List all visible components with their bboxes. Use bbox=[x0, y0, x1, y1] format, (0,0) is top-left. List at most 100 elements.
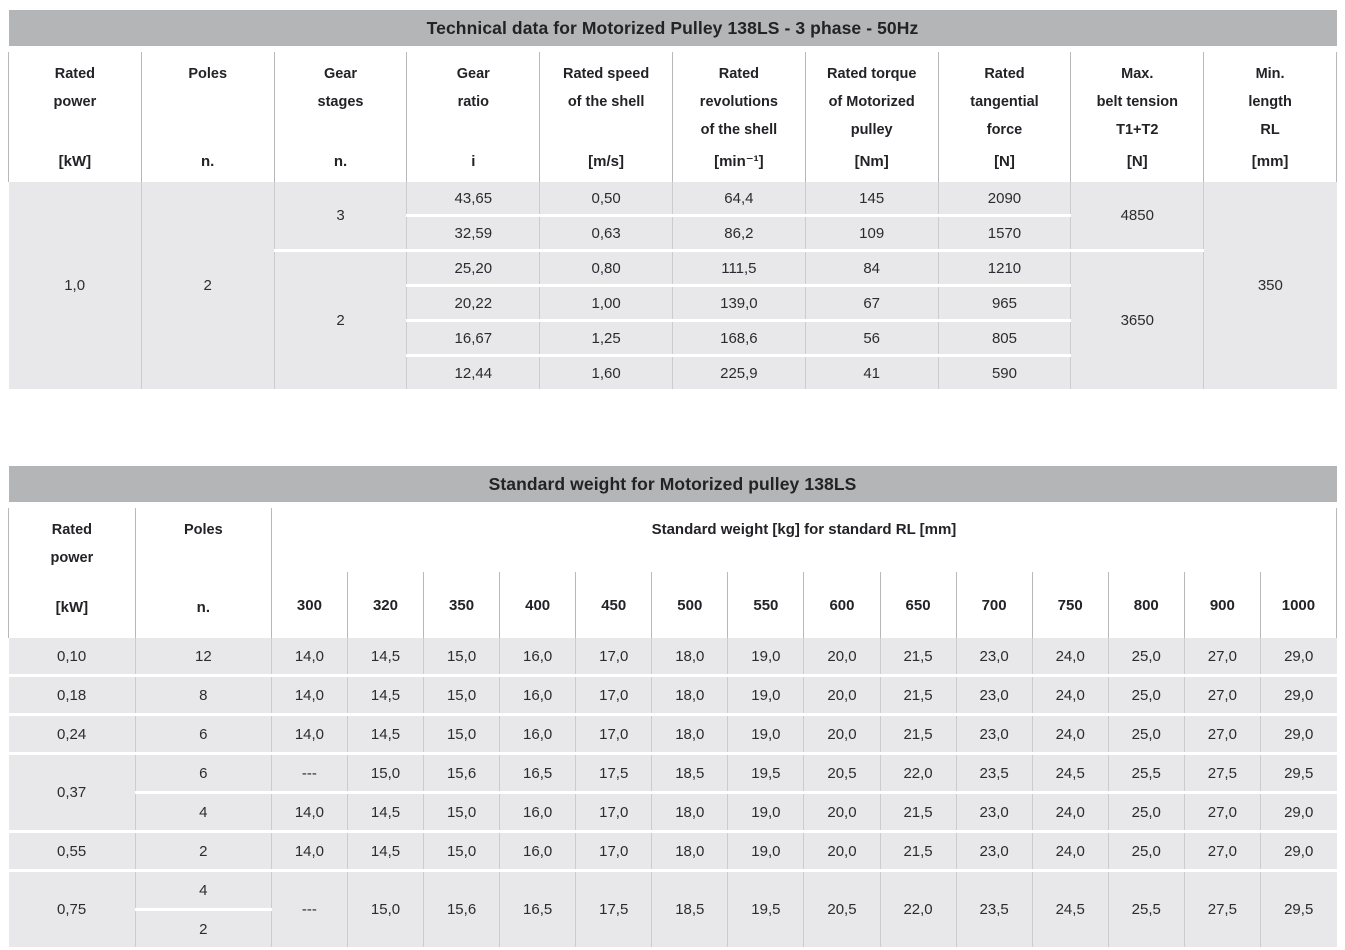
weight-cell: 25,0 bbox=[1107, 675, 1185, 716]
rated-speed-cell: 1,25 bbox=[539, 320, 673, 357]
weight-cell: 19,0 bbox=[727, 714, 804, 755]
weight-cell: 21,5 bbox=[879, 792, 957, 833]
weight-cell: 25,5 bbox=[1107, 753, 1185, 794]
tangential-force-cell: 1210 bbox=[937, 250, 1071, 287]
revolutions-cell: 168,6 bbox=[671, 320, 806, 357]
weight-cell: 17,0 bbox=[575, 831, 652, 872]
column-header-belt-tension: Max. belt tension T1+T2 [N] bbox=[1070, 49, 1204, 182]
weight-cell: 14,0 bbox=[270, 792, 348, 833]
rl-label: 700 bbox=[955, 572, 1032, 638]
column-name: Rated speed of the shell bbox=[562, 66, 650, 110]
rated-power-cell: 0,24 bbox=[8, 714, 136, 755]
poles-cell: 2 bbox=[140, 182, 275, 392]
weight-cell: 14,0 bbox=[270, 714, 348, 755]
gear-ratio-cell: 43,65 bbox=[406, 182, 540, 217]
column-header-tangential-force: Rated tangential force [N] bbox=[937, 49, 1071, 182]
weight-cell: 19,5 bbox=[727, 870, 804, 950]
weight-cell: 29,5 bbox=[1259, 753, 1337, 794]
weight-cell: 29,0 bbox=[1259, 831, 1337, 872]
weight-cell: 27,0 bbox=[1183, 792, 1261, 833]
table-row: 0,75 4 --- 15,0 15,6 16,5 17,5 18,5 19,5… bbox=[8, 870, 1337, 950]
table-row: 0,37 6 --- 15,0 15,6 16,5 17,5 18,5 19,5… bbox=[8, 753, 1337, 833]
column-unit: n. bbox=[333, 153, 348, 170]
column-header-gear-ratio: Gear ratio i bbox=[406, 49, 540, 182]
weight-cell: 17,5 bbox=[575, 870, 652, 950]
table1-header-row: Rated power [kW] Poles n. Gear stages n. Ge… bbox=[8, 49, 1337, 182]
revolutions-cell: 111,5 bbox=[671, 250, 806, 287]
table-row: 12,44 1,60 225,9 41 590 bbox=[9, 355, 1337, 392]
rated-power-cell: 1,0 bbox=[8, 182, 142, 392]
weight-cell: 21,5 bbox=[879, 714, 957, 755]
rl-label: 450 bbox=[575, 572, 651, 638]
weight-cell: 14,0 bbox=[270, 675, 348, 716]
table-row: 32,59 0,63 86,2 109 1570 bbox=[9, 215, 1337, 252]
weight-cell: 29,0 bbox=[1259, 792, 1337, 833]
table-row: 16,67 1,25 168,6 56 805 bbox=[9, 320, 1337, 357]
poles-cell: 2 bbox=[134, 909, 272, 950]
weight-cell: 24,0 bbox=[1031, 714, 1109, 755]
table2-title: Standard weight for Motorized pulley 138… bbox=[8, 466, 1337, 508]
column-unit: [m/s] bbox=[588, 153, 624, 170]
weight-cell: 14,0 bbox=[270, 831, 348, 872]
rl-label: 400 bbox=[499, 572, 575, 638]
weight-cell: 24,5 bbox=[1031, 753, 1109, 794]
torque-cell: 56 bbox=[804, 320, 939, 357]
column-header-min-length: Min. length RL [mm] bbox=[1203, 49, 1337, 182]
weight-cell: 24,0 bbox=[1031, 675, 1109, 716]
poles-cell: 6 bbox=[134, 753, 272, 794]
column-header-rated-power: Rated power [kW] bbox=[8, 505, 136, 638]
column-unit: [kW] bbox=[58, 153, 92, 170]
weight-cell: 22,0 bbox=[879, 870, 957, 950]
weight-cell: 23,0 bbox=[955, 638, 1033, 677]
revolutions-cell: 64,4 bbox=[671, 182, 806, 217]
rated-speed-cell: 1,00 bbox=[539, 285, 673, 322]
weight-cell: 18,0 bbox=[651, 638, 728, 677]
weight-cell: --- bbox=[270, 870, 348, 950]
weight-cell: 25,5 bbox=[1107, 870, 1185, 950]
revolutions-cell: 225,9 bbox=[671, 355, 806, 392]
gear-ratio-cell: 32,59 bbox=[406, 215, 540, 252]
column-name: Rated tangential force bbox=[970, 66, 1039, 138]
weight-cell: 23,0 bbox=[955, 792, 1033, 833]
rl-label: 350 bbox=[423, 572, 499, 638]
group-label: Standard weight [kg] for standard RL [mm… bbox=[651, 521, 957, 538]
rl-label: 800 bbox=[1107, 572, 1184, 638]
weight-cell: 14,5 bbox=[346, 714, 424, 755]
table-row: 2 25,20 0,80 111,5 84 1210 3650 bbox=[9, 250, 1337, 392]
weight-cell: 25,0 bbox=[1107, 714, 1185, 755]
rated-speed-cell: 0,80 bbox=[539, 250, 673, 287]
column-unit: [N] bbox=[1126, 153, 1148, 170]
weight-cell: 24,0 bbox=[1031, 638, 1109, 677]
revolutions-cell: 86,2 bbox=[671, 215, 806, 252]
weight-cell: 14,0 bbox=[270, 638, 348, 677]
weight-cell: 20,0 bbox=[803, 792, 880, 833]
table-row: 0,10 12 14,0 14,5 15,0 16,0 17,0 18,0 19… bbox=[8, 638, 1337, 677]
weight-cell: 20,0 bbox=[803, 675, 880, 716]
column-name: Rated revolutions of the shell bbox=[699, 66, 778, 138]
rated-speed-cell: 0,63 bbox=[539, 215, 673, 252]
weight-cell: 14,5 bbox=[346, 831, 424, 872]
rl-label: 550 bbox=[727, 572, 803, 638]
weight-cell: 29,0 bbox=[1259, 638, 1337, 677]
rated-power-cell: 0,55 bbox=[8, 831, 136, 872]
min-length-cell: 350 bbox=[1203, 182, 1337, 392]
table-row: 20,22 1,00 139,0 67 965 bbox=[9, 285, 1337, 322]
weight-cell: 19,0 bbox=[727, 675, 804, 716]
weight-cell: 27,5 bbox=[1183, 870, 1261, 950]
weight-cell: 15,0 bbox=[423, 675, 500, 716]
table-row: 0,18 8 14,0 14,5 15,0 16,0 17,0 18,0 19,… bbox=[8, 675, 1337, 716]
weight-cell: 16,0 bbox=[499, 638, 576, 677]
weight-cell: 23,0 bbox=[955, 714, 1033, 755]
weight-cell: 29,0 bbox=[1259, 714, 1337, 755]
poles-cell: 12 bbox=[134, 638, 272, 677]
column-name: Poles bbox=[183, 522, 223, 538]
table1-title: Technical data for Motorized Pulley 138L… bbox=[8, 10, 1337, 52]
revolutions-cell: 139,0 bbox=[671, 285, 806, 322]
weight-cell: 16,0 bbox=[499, 792, 576, 833]
weight-cell: 18,0 bbox=[651, 675, 728, 716]
weight-cell: 23,5 bbox=[955, 753, 1033, 794]
gear-ratio-cell: 20,22 bbox=[406, 285, 540, 322]
weight-cell: 19,0 bbox=[727, 638, 804, 677]
gear-stages-cell: 3 bbox=[273, 182, 407, 252]
weight-cell: 15,0 bbox=[346, 753, 424, 794]
